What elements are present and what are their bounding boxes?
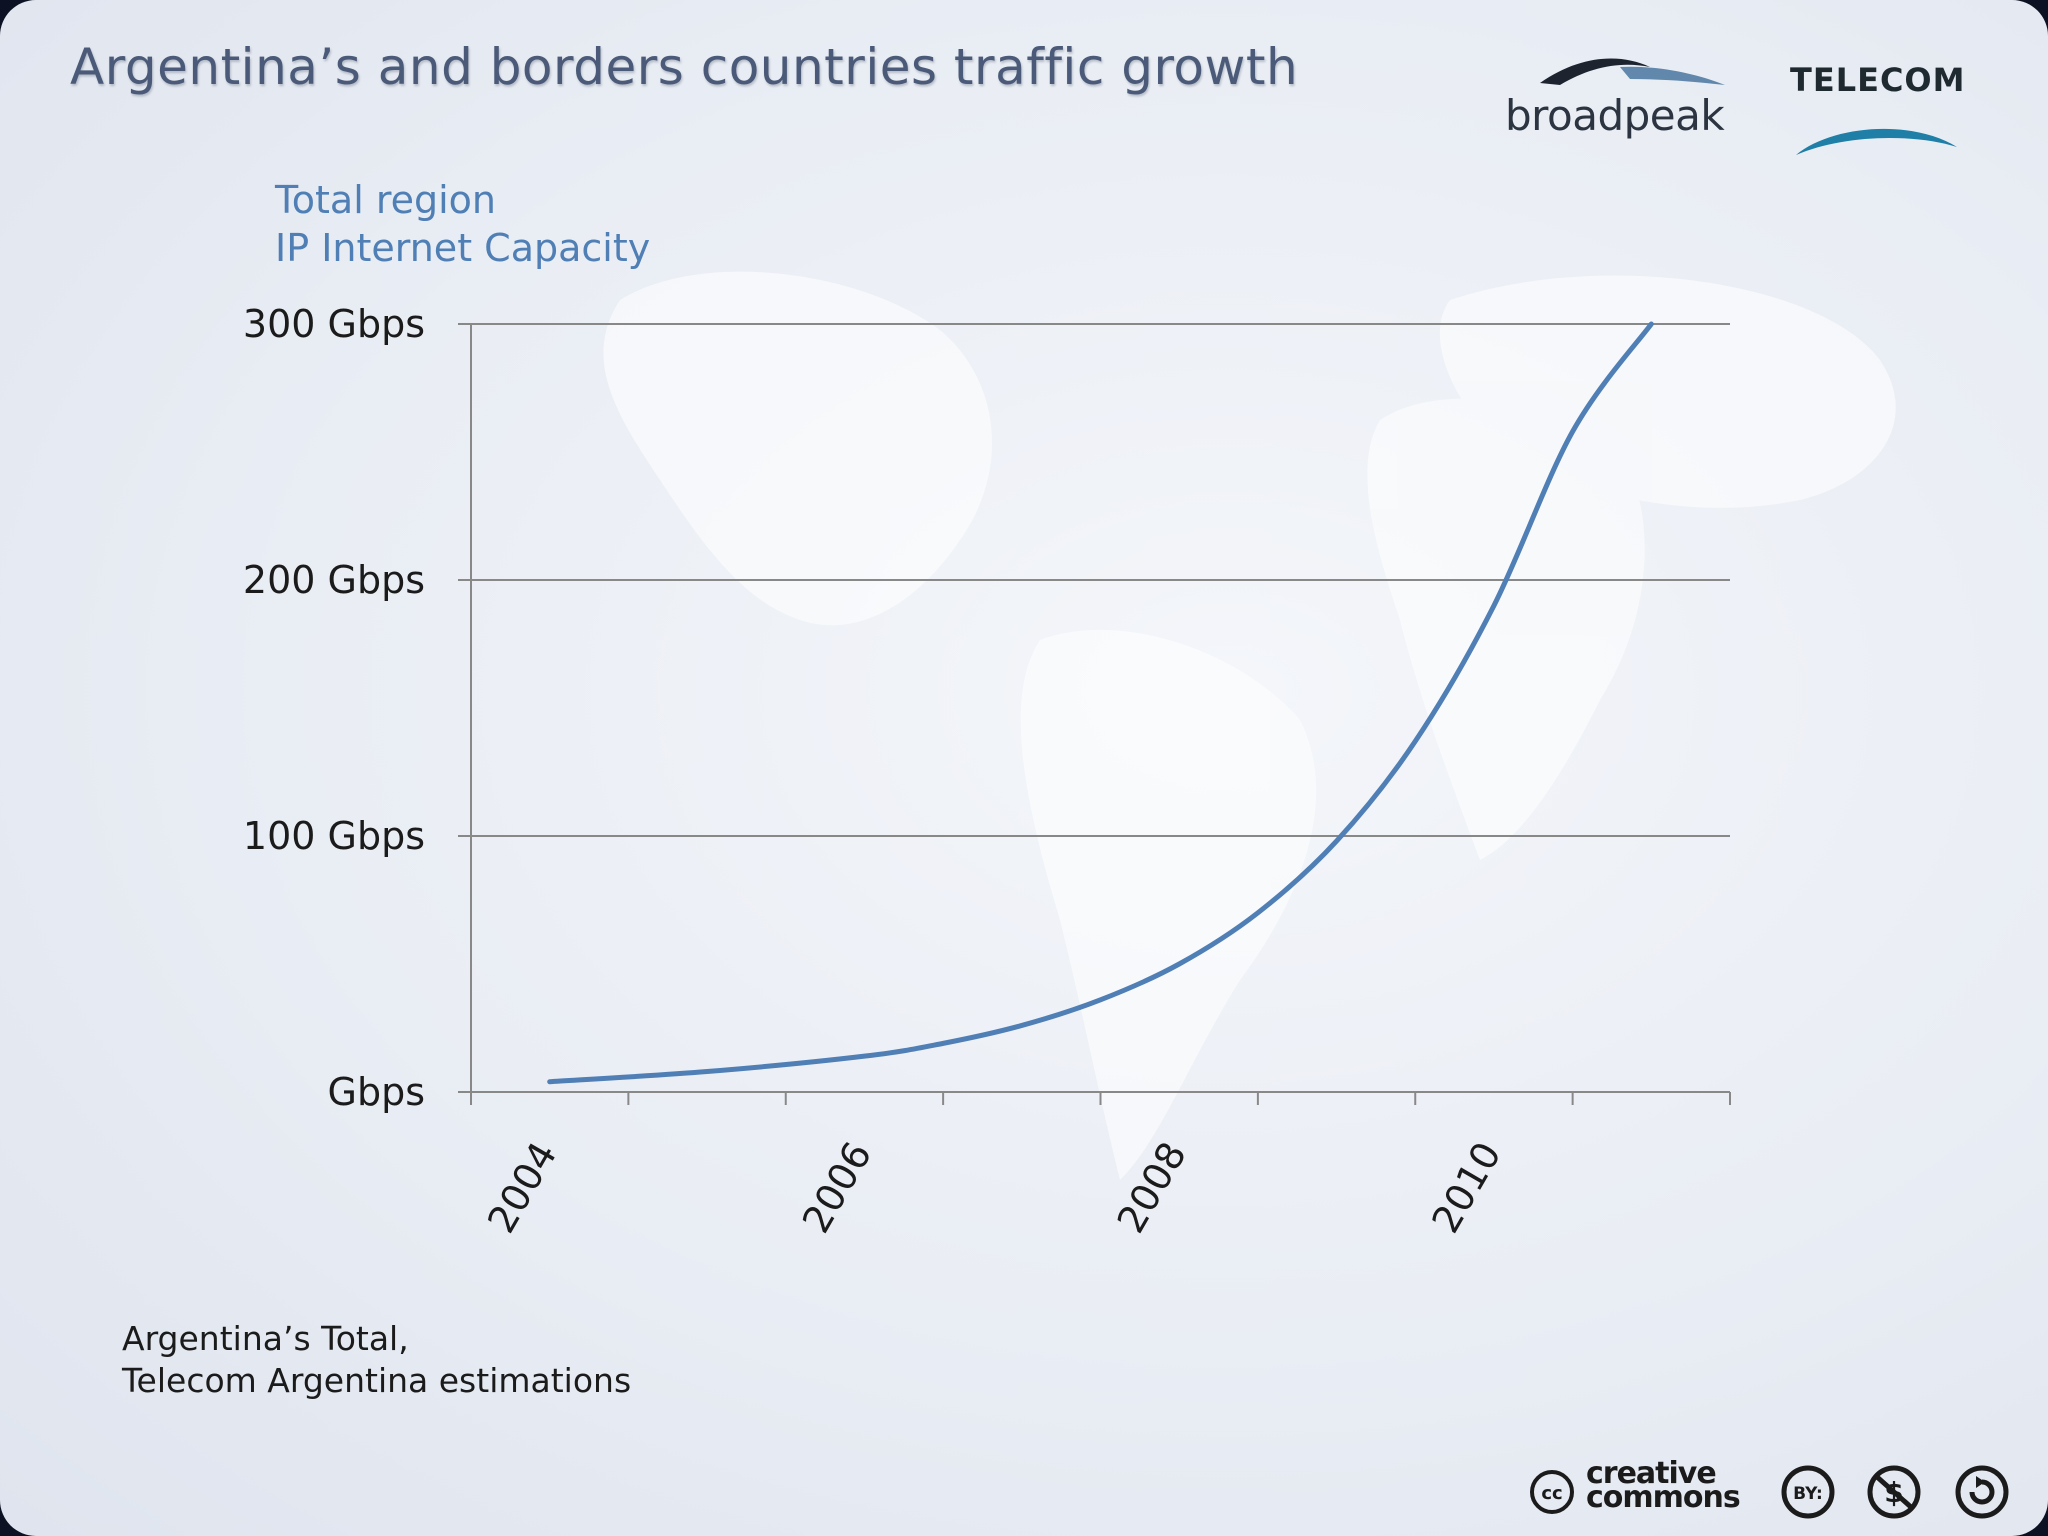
x-tick-label: 2004 xyxy=(479,1135,565,1241)
y-tick-label: 100 Gbps xyxy=(243,814,425,858)
creative-commons-wordmark: creative commons xyxy=(1586,1456,1741,1515)
source-line-2: Telecom Argentina estimations xyxy=(122,1361,632,1400)
x-tick-label: 2006 xyxy=(794,1135,880,1241)
sa-icon xyxy=(1955,1465,2009,1519)
y-tick-label: 300 Gbps xyxy=(243,302,425,346)
slide-title: Argentina’s and borders countries traffi… xyxy=(70,38,1299,96)
broadpeak-swoosh-icon xyxy=(1540,58,1725,85)
series-line xyxy=(547,321,1654,1085)
x-tick-label: 2010 xyxy=(1423,1135,1509,1241)
chart-title-line-2: IP Internet Capacity xyxy=(275,226,651,270)
y-tick-label: 200 Gbps xyxy=(243,558,425,602)
broadpeak-wordmark: broadpeak xyxy=(1505,91,1725,140)
chart-title-line-1: Total region xyxy=(275,178,497,222)
cc-word-2: commons xyxy=(1586,1480,1741,1515)
svg-text:cc: cc xyxy=(1541,1483,1562,1504)
svg-text:BY:: BY: xyxy=(1793,1484,1823,1504)
telecom-logo: TELECOM xyxy=(1782,55,1982,155)
nc-icon: $ xyxy=(1867,1465,1921,1519)
cc-word-1: creative xyxy=(1586,1456,1717,1491)
creative-commons-badge: cc creative commons BY: $ xyxy=(1528,1456,2028,1522)
telecom-wordmark: TELECOM xyxy=(1790,61,1966,99)
x-tick-label: 2008 xyxy=(1109,1135,1195,1241)
source-line-1: Argentina’s Total, xyxy=(122,1319,409,1358)
broadpeak-logo: broadpeak xyxy=(1500,45,1740,145)
source-note: Argentina’s Total, Telecom Argentina est… xyxy=(122,1318,631,1402)
y-tick-label: Gbps xyxy=(328,1070,426,1114)
by-icon: BY: xyxy=(1781,1465,1835,1519)
chart-title: Total region IP Internet Capacity xyxy=(275,176,650,272)
cc-icon: cc xyxy=(1530,1470,1574,1514)
telecom-arc-icon xyxy=(1796,128,1957,155)
